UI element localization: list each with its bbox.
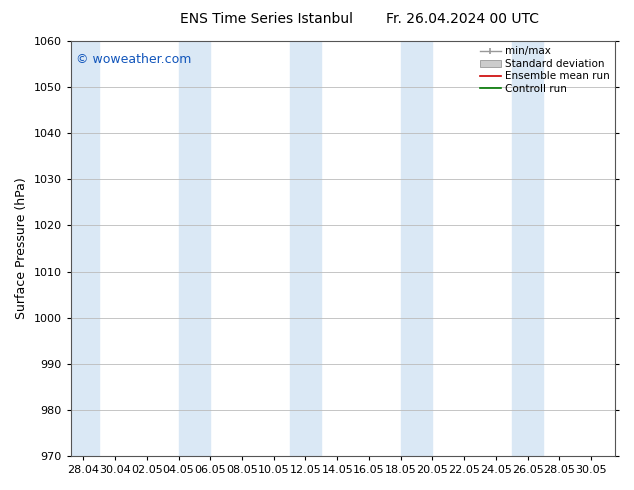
Text: Fr. 26.04.2024 00 UTC: Fr. 26.04.2024 00 UTC [386,12,540,26]
Bar [68,41,100,456]
Legend: min/max, Standard deviation, Ensemble mean run, Controll run: min/max, Standard deviation, Ensemble me… [478,44,612,96]
Bar [179,41,210,456]
Bar [512,41,543,456]
Text: © woweather.com: © woweather.com [76,53,191,67]
Y-axis label: Surface Pressure (hPa): Surface Pressure (hPa) [15,178,28,319]
Text: ENS Time Series Istanbul: ENS Time Series Istanbul [180,12,353,26]
Bar [290,41,321,456]
Bar [401,41,432,456]
